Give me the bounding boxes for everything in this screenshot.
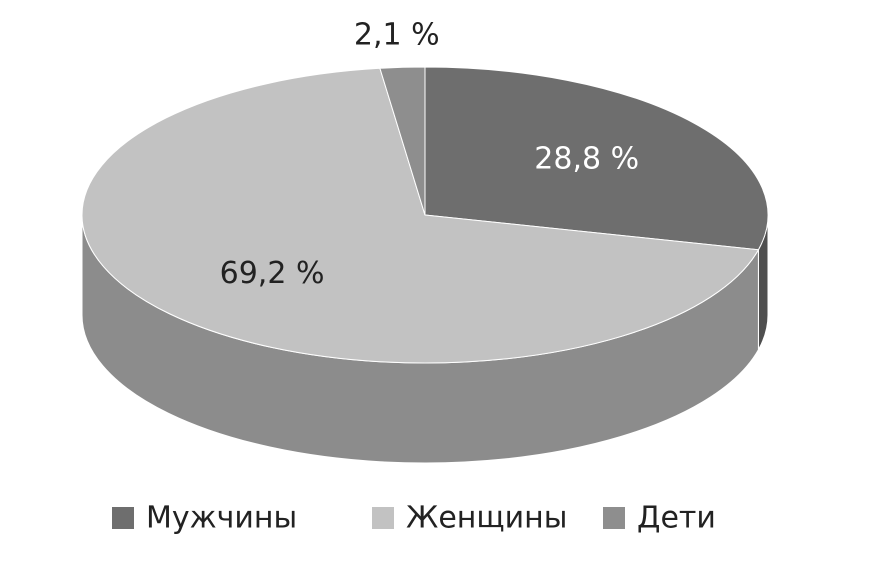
legend-label: Женщины bbox=[406, 501, 567, 536]
slice bbox=[81, 67, 760, 364]
value-label: 2,1 % bbox=[354, 18, 440, 53]
legend-label: Дети bbox=[637, 501, 716, 536]
legend-swatch bbox=[603, 507, 625, 529]
value-label: 28,8 % bbox=[534, 142, 639, 177]
value-label: 69,2 % bbox=[220, 256, 325, 291]
legend-swatch bbox=[112, 507, 134, 529]
slice bbox=[424, 66, 769, 251]
legend-swatch bbox=[372, 507, 394, 529]
slice bbox=[379, 66, 426, 216]
legend-label: Мужчины bbox=[146, 501, 297, 536]
